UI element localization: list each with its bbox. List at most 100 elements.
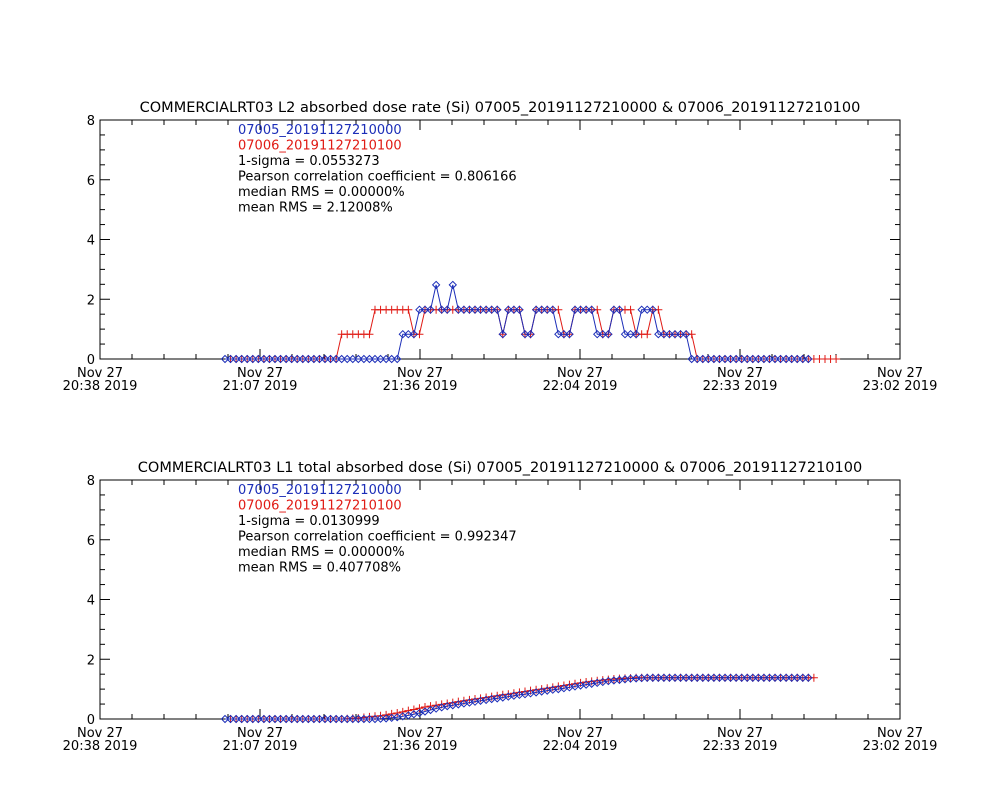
data-point-diamond: [548, 305, 557, 314]
data-point-diamond: [754, 673, 763, 682]
data-point-diamond: [443, 305, 452, 314]
stats-line: Pearson correlation coefficient = 0.9923…: [238, 530, 517, 545]
data-point-diamond: [743, 354, 752, 364]
data-point-diamond: [743, 673, 752, 682]
data-point-diamond: [793, 673, 802, 682]
legend-entry: 07006_20191127210100: [238, 139, 402, 154]
legend-entry: 07006_20191127210100: [238, 499, 402, 514]
data-point-diamond: [293, 354, 302, 364]
data-point-diamond: [726, 354, 735, 364]
data-point-diamond: [465, 305, 474, 314]
data-point-diamond: [620, 329, 630, 339]
data-point-plus: [554, 305, 563, 314]
y-tick-label: 2: [87, 293, 95, 308]
data-point-diamond: [420, 305, 430, 314]
data-point-diamond: [337, 714, 346, 724]
data-point-diamond: [687, 673, 696, 682]
data-point-diamond: [587, 305, 596, 314]
y-tick-label: 4: [87, 594, 95, 609]
data-point-diamond: [693, 354, 702, 364]
data-point-diamond: [376, 354, 385, 364]
data-point-plus: [832, 355, 841, 363]
chart-panel-1: COMMERCIALRT03 L2 absorbed dose rate (Si…: [63, 100, 938, 394]
data-point-diamond: [220, 354, 230, 364]
data-point-diamond: [698, 673, 707, 682]
data-point-diamond: [715, 354, 724, 364]
data-point-diamond: [787, 673, 796, 682]
data-point-diamond: [409, 329, 419, 339]
y-tick-label: 4: [87, 234, 95, 249]
data-point-diamond: [770, 673, 780, 682]
data-point-diamond: [343, 354, 352, 364]
x-tick-label-date: Nov 27: [397, 726, 443, 741]
data-point-plus: [415, 704, 424, 713]
x-tick-label-time: 22:04 2019: [543, 379, 618, 394]
y-tick-label: 6: [87, 534, 95, 549]
data-point-diamond: [754, 354, 763, 364]
stats-line: mean RMS = 0.407708%: [238, 561, 401, 576]
data-point-diamond: [570, 305, 580, 314]
data-point-diamond: [609, 305, 619, 314]
x-tick-label-time: 23:02 2019: [863, 379, 938, 394]
data-point-diamond: [693, 673, 702, 682]
data-point-plus: [404, 305, 413, 314]
data-point-diamond: [581, 305, 591, 314]
data-point-diamond: [515, 305, 524, 314]
data-point-diamond: [520, 329, 530, 339]
data-point-diamond: [326, 354, 335, 364]
x-tick-label-date: Nov 27: [237, 726, 283, 741]
data-point-diamond: [704, 673, 713, 682]
data-point-diamond: [270, 354, 280, 364]
data-point-plus: [365, 712, 374, 721]
data-point-diamond: [748, 354, 757, 364]
data-point-diamond: [237, 354, 246, 364]
data-point-diamond: [554, 329, 563, 339]
data-point-diamond: [615, 305, 624, 314]
data-point-diamond: [731, 673, 741, 682]
series-line-1: [225, 284, 809, 360]
x-tick-label-time: 21:36 2019: [383, 379, 458, 394]
data-point-plus: [415, 330, 424, 339]
data-point-diamond: [720, 673, 730, 682]
stats-line: 1-sigma = 0.0130999: [238, 514, 380, 529]
data-point-diamond: [231, 354, 241, 364]
x-tick-label-date: Nov 27: [717, 366, 763, 381]
x-tick-label-time: 20:38 2019: [63, 739, 138, 754]
x-tick-label-time: 22:33 2019: [703, 379, 778, 394]
data-point-diamond: [370, 354, 380, 364]
y-tick-label: 8: [87, 474, 95, 489]
plot-frame: [99, 479, 901, 720]
data-point-diamond: [276, 354, 285, 364]
data-point-diamond: [781, 354, 791, 364]
data-point-diamond: [309, 714, 319, 724]
data-point-diamond: [320, 714, 330, 724]
data-point-diamond: [804, 354, 813, 364]
data-point-diamond: [493, 305, 502, 314]
data-point-diamond: [248, 714, 257, 724]
data-point-diamond: [770, 354, 780, 364]
data-point-diamond: [231, 714, 241, 724]
data-point-diamond: [387, 354, 396, 364]
data-point-diamond: [737, 673, 746, 682]
data-point-diamond: [426, 305, 435, 314]
data-point-diamond: [315, 714, 324, 724]
x-tick-label-time: 23:02 2019: [863, 739, 938, 754]
data-point-diamond: [237, 714, 246, 724]
data-point-diamond: [226, 354, 235, 364]
data-point-diamond: [393, 354, 402, 364]
x-tick-label-date: Nov 27: [557, 366, 603, 381]
data-point-diamond: [776, 354, 785, 364]
data-point-diamond: [226, 714, 235, 724]
data-point-diamond: [670, 673, 680, 682]
data-point-diamond: [676, 673, 685, 682]
data-point-plus: [398, 707, 407, 716]
series-line-1: [225, 677, 809, 720]
data-point-plus: [365, 330, 374, 339]
data-point-diamond: [526, 329, 535, 339]
data-point-diamond: [709, 673, 719, 682]
data-point-diamond: [670, 329, 680, 339]
data-point-plus: [643, 330, 652, 339]
data-point-diamond: [293, 714, 302, 724]
data-point-diamond: [276, 714, 285, 724]
data-point-diamond: [265, 354, 274, 364]
